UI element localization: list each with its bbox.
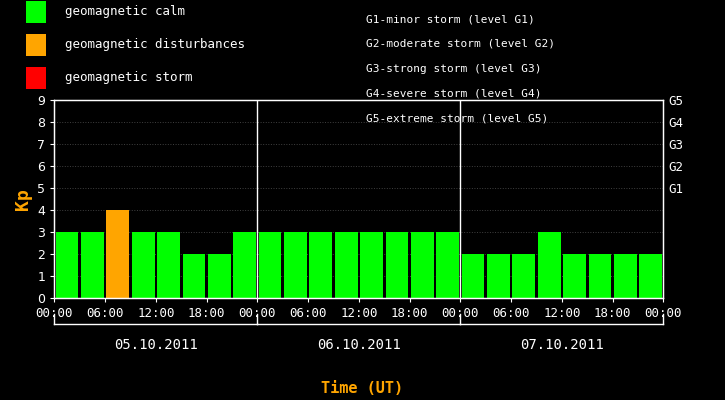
- Bar: [614, 254, 637, 298]
- Bar: [563, 254, 586, 298]
- Text: geomagnetic storm: geomagnetic storm: [65, 71, 193, 84]
- Bar: [462, 254, 484, 298]
- Text: 07.10.2011: 07.10.2011: [520, 338, 604, 352]
- Text: G5-extreme storm (level G5): G5-extreme storm (level G5): [366, 113, 548, 123]
- Bar: [538, 232, 560, 298]
- Bar: [56, 232, 78, 298]
- Y-axis label: Kp: Kp: [14, 188, 32, 210]
- Bar: [639, 254, 662, 298]
- Bar: [436, 232, 459, 298]
- Bar: [107, 210, 129, 298]
- Bar: [386, 232, 408, 298]
- Bar: [310, 232, 332, 298]
- Text: 05.10.2011: 05.10.2011: [114, 338, 198, 352]
- Bar: [81, 232, 104, 298]
- Bar: [284, 232, 307, 298]
- Text: G1-minor storm (level G1): G1-minor storm (level G1): [366, 14, 535, 24]
- Bar: [360, 232, 383, 298]
- Text: Time (UT): Time (UT): [321, 381, 404, 396]
- Bar: [233, 232, 256, 298]
- Text: G4-severe storm (level G4): G4-severe storm (level G4): [366, 88, 542, 98]
- Bar: [411, 232, 434, 298]
- Bar: [487, 254, 510, 298]
- Bar: [335, 232, 357, 298]
- Text: 06.10.2011: 06.10.2011: [317, 338, 401, 352]
- Text: G2-moderate storm (level G2): G2-moderate storm (level G2): [366, 39, 555, 49]
- Text: geomagnetic disturbances: geomagnetic disturbances: [65, 38, 245, 51]
- Text: G3-strong storm (level G3): G3-strong storm (level G3): [366, 64, 542, 74]
- Bar: [157, 232, 180, 298]
- Bar: [589, 254, 611, 298]
- Bar: [513, 254, 535, 298]
- Bar: [208, 254, 231, 298]
- Bar: [183, 254, 205, 298]
- Bar: [132, 232, 154, 298]
- Bar: [259, 232, 281, 298]
- Text: geomagnetic calm: geomagnetic calm: [65, 6, 186, 18]
